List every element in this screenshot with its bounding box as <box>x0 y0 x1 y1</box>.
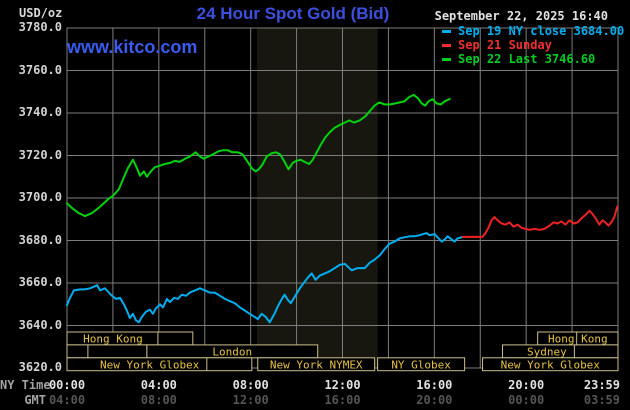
session-box <box>66 344 148 359</box>
legend-label: Sep 21 Sunday <box>458 38 552 52</box>
legend-dash-icon <box>442 30 451 33</box>
session-box <box>482 357 619 372</box>
session-label: New York Globex <box>100 358 200 371</box>
y-tick-label: 3780.0 <box>18 20 62 34</box>
legend-label: Sep 19 NY close 3684.00 <box>458 24 625 38</box>
datetime-label: September 22, 2025 16:40 <box>434 9 608 23</box>
x-axis-row-label: NY Time <box>0 378 51 392</box>
session-label: Hong Kong <box>83 333 143 346</box>
y-tick-label: 3760.0 <box>18 62 62 77</box>
x-tick-label: 16:00 <box>416 378 453 392</box>
x-tick-label: 03:59 <box>583 393 620 407</box>
x-tick-label: 12:00 <box>232 393 269 407</box>
x-tick-label: 08:00 <box>232 378 269 392</box>
price-line-1 <box>461 205 619 238</box>
y-tick-label: 3640.0 <box>18 317 62 332</box>
x-tick-label: 16:00 <box>324 393 361 407</box>
legend-item: Sep 19 NY close 3684.00 <box>442 25 624 38</box>
price-line-0 <box>66 232 464 324</box>
price-line-2 <box>66 93 451 218</box>
y-tick-label: 3680.0 <box>18 232 62 247</box>
x-tick-label: 20:00 <box>416 393 453 407</box>
legend-label: Sep 22 Last 3746.60 <box>458 52 596 66</box>
session-box <box>377 357 466 372</box>
x-tick-label: 04:00 <box>48 393 86 407</box>
x-tick-label: 00:00 <box>508 393 545 407</box>
session-box <box>257 357 376 372</box>
legend-dash-icon <box>442 58 451 61</box>
session-label: New York Globex <box>501 358 601 371</box>
x-tick-label: 00:00 <box>48 378 86 392</box>
session-label: Hong Kong <box>548 333 608 346</box>
x-axis-row-label: GMT <box>24 393 46 407</box>
legend-item: Sep 22 Last 3746.60 <box>442 53 624 66</box>
page-title: 24 Hour Spot Gold (Bid) <box>196 4 390 23</box>
session-box <box>66 357 253 372</box>
x-tick-label: 08:00 <box>140 393 177 407</box>
x-tick-label: 12:00 <box>324 378 361 392</box>
units-label: USD/oz <box>19 6 63 20</box>
y-tick-label: 3620.0 <box>18 360 62 374</box>
y-tick-label: 3720.0 <box>18 147 62 162</box>
legend-dash-icon <box>442 44 451 47</box>
kitco-link[interactable]: www.kitco.com <box>67 37 198 57</box>
y-tick-label: 3660.0 <box>18 275 62 289</box>
session-label: Sydney <box>527 345 567 358</box>
legend: Sep 19 NY close 3684.00 Sep 21 Sunday Sep … <box>442 25 624 67</box>
session-label: New York NYMEX <box>270 358 363 371</box>
session-label: London <box>212 345 252 358</box>
legend-item: Sep 21 Sunday <box>442 39 624 52</box>
x-tick-label: 04:00 <box>140 378 177 392</box>
x-tick-label: 20:00 <box>508 378 545 392</box>
session-label: NY Globex <box>391 358 451 371</box>
x-tick-label: 23:59 <box>583 378 620 392</box>
y-tick-label: 3700.0 <box>18 190 62 204</box>
y-tick-label: 3740.0 <box>18 105 62 119</box>
